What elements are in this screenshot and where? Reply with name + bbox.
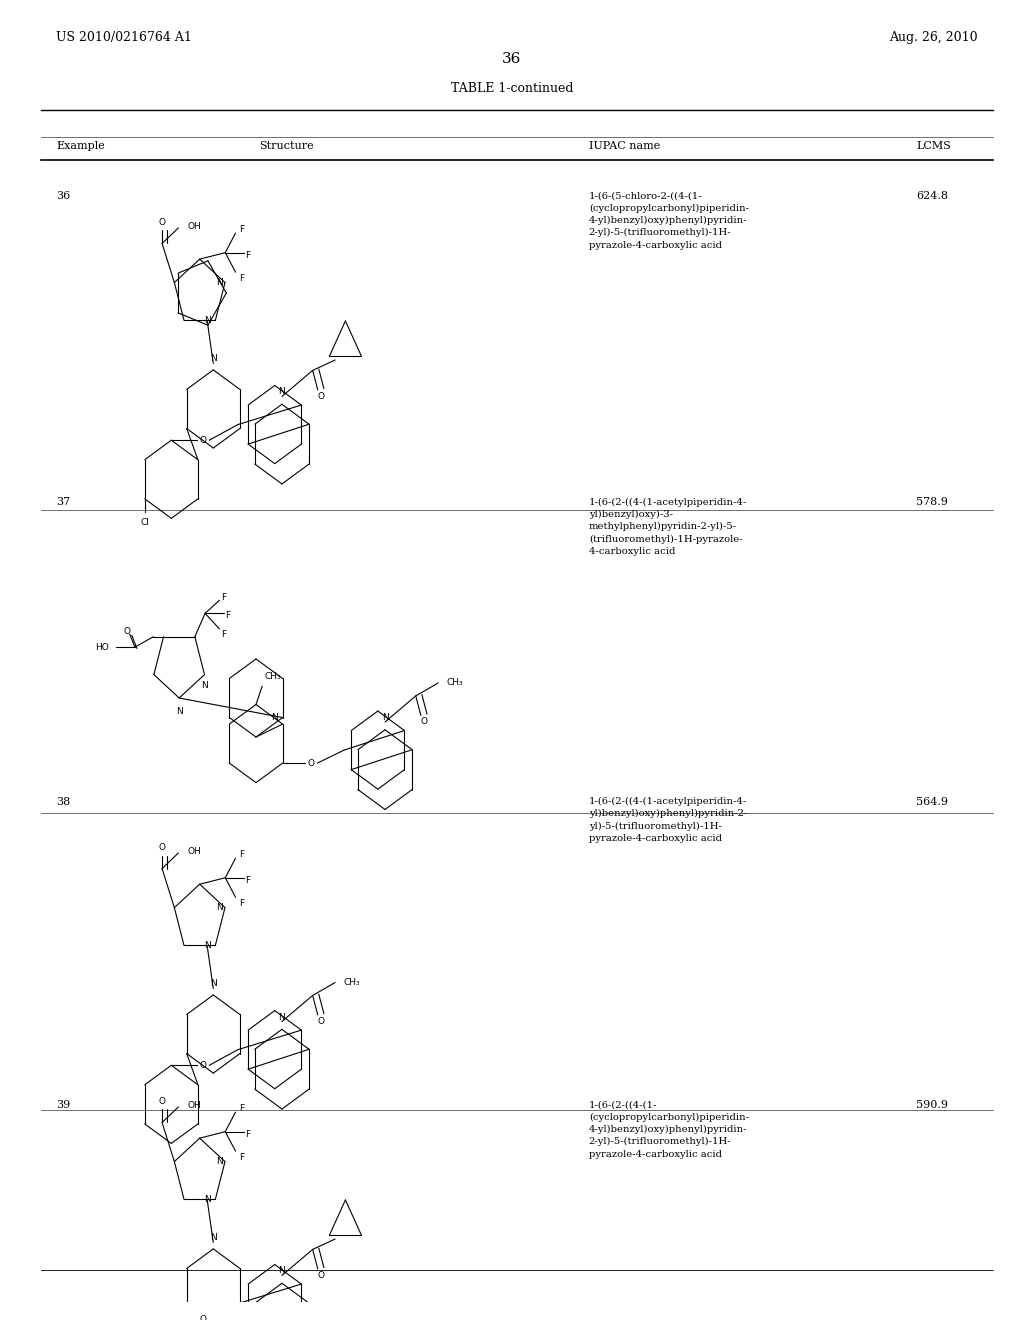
Text: N: N xyxy=(279,388,286,396)
Text: 1-(6-(2-((4-(1-
(cyclopropylcarbonyl)piperidin-
4-yl)benzyl)oxy)phenyl)pyridin-
: 1-(6-(2-((4-(1- (cyclopropylcarbonyl)pip… xyxy=(589,1101,749,1159)
Text: N: N xyxy=(176,708,182,717)
Text: O: O xyxy=(317,392,325,401)
Text: O: O xyxy=(123,627,130,636)
Text: N: N xyxy=(216,279,223,286)
Text: OH: OH xyxy=(187,847,202,857)
Text: US 2010/0216764 A1: US 2010/0216764 A1 xyxy=(56,32,193,45)
Text: O: O xyxy=(159,1097,166,1106)
Text: F: F xyxy=(245,876,251,884)
Text: N: N xyxy=(204,941,211,950)
Text: N: N xyxy=(210,1233,217,1242)
Text: 590.9: 590.9 xyxy=(916,1101,948,1110)
Text: 37: 37 xyxy=(56,498,71,507)
Text: O: O xyxy=(159,842,166,851)
Text: N: N xyxy=(204,1195,211,1204)
Text: N: N xyxy=(210,354,217,363)
Text: F: F xyxy=(239,275,245,284)
Text: 578.9: 578.9 xyxy=(916,498,948,507)
Text: F: F xyxy=(245,251,251,260)
Text: Aug. 26, 2010: Aug. 26, 2010 xyxy=(889,32,978,45)
Text: OH: OH xyxy=(187,1101,202,1110)
Text: LCMS: LCMS xyxy=(916,141,951,150)
Text: TABLE 1-continued: TABLE 1-continued xyxy=(451,82,573,95)
Text: O: O xyxy=(421,718,428,726)
Text: O: O xyxy=(159,218,166,227)
Text: F: F xyxy=(221,593,226,602)
Text: 564.9: 564.9 xyxy=(916,797,948,807)
Text: O: O xyxy=(200,436,207,445)
Text: F: F xyxy=(239,1104,245,1113)
Text: CH₃: CH₃ xyxy=(446,678,463,688)
Text: F: F xyxy=(239,899,245,908)
Text: O: O xyxy=(317,1016,325,1026)
Text: Example: Example xyxy=(56,141,105,150)
Text: 1-(6-(2-((4-(1-acetylpiperidin-4-
yl)benzyl)oxy)-3-
methylphenyl)pyridin-2-yl)-5: 1-(6-(2-((4-(1-acetylpiperidin-4- yl)ben… xyxy=(589,498,748,556)
Text: F: F xyxy=(239,850,245,859)
Text: CH₃: CH₃ xyxy=(343,978,360,987)
Text: CH₃: CH₃ xyxy=(264,672,281,681)
Text: O: O xyxy=(308,759,314,768)
Text: OH: OH xyxy=(187,222,202,231)
Text: N: N xyxy=(382,713,388,722)
Text: N: N xyxy=(204,315,211,325)
Text: 1-(6-(5-chloro-2-((4-(1-
(cyclopropylcarbonyl)piperidin-
4-yl)benzyl)oxy)phenyl): 1-(6-(5-chloro-2-((4-(1- (cyclopropylcar… xyxy=(589,191,749,249)
Text: O: O xyxy=(317,1271,325,1280)
Text: N: N xyxy=(279,1266,286,1275)
Text: F: F xyxy=(239,1154,245,1162)
Text: 38: 38 xyxy=(56,797,71,807)
Text: IUPAC name: IUPAC name xyxy=(589,141,660,150)
Text: N: N xyxy=(210,979,217,989)
Text: N: N xyxy=(270,713,278,722)
Text: F: F xyxy=(239,224,245,234)
Text: O: O xyxy=(200,1061,207,1069)
Text: 1-(6-(2-((4-(1-acetylpiperidin-4-
yl)benzyl)oxy)phenyl)pyridin-2-
yl)-5-(trifluo: 1-(6-(2-((4-(1-acetylpiperidin-4- yl)ben… xyxy=(589,797,748,843)
Text: 36: 36 xyxy=(56,191,71,202)
Text: N: N xyxy=(279,1012,286,1022)
Text: F: F xyxy=(221,630,226,639)
Text: 36: 36 xyxy=(503,51,521,66)
Text: N: N xyxy=(216,1158,223,1166)
Text: 39: 39 xyxy=(56,1101,71,1110)
Text: N: N xyxy=(216,903,223,912)
Text: F: F xyxy=(245,1130,251,1139)
Text: HO: HO xyxy=(95,643,110,652)
Text: 624.8: 624.8 xyxy=(916,191,948,202)
Text: O: O xyxy=(200,1315,207,1320)
Text: Structure: Structure xyxy=(259,141,314,150)
Text: F: F xyxy=(225,611,230,620)
Text: N: N xyxy=(201,681,208,690)
Text: Cl: Cl xyxy=(140,519,150,528)
